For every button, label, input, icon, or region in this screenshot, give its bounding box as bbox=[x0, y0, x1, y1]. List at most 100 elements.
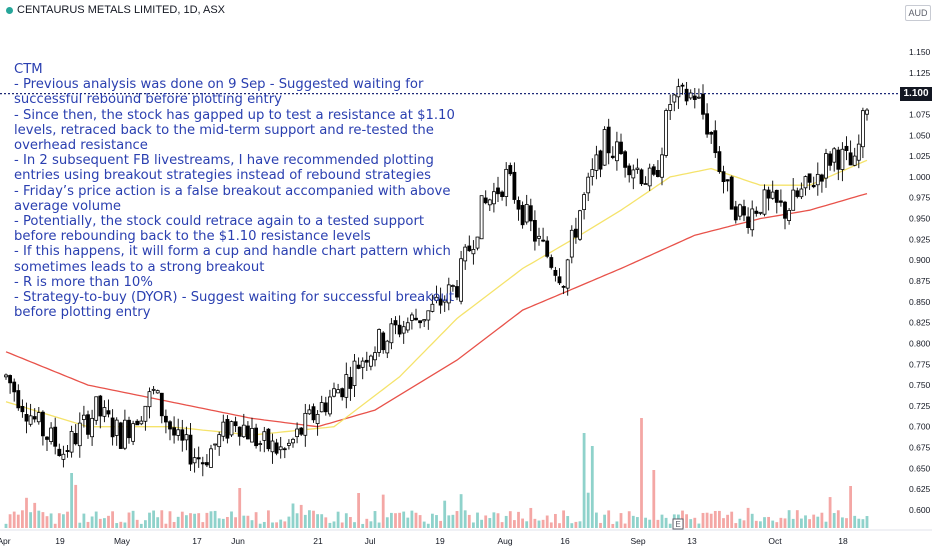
volume-bar bbox=[533, 518, 537, 528]
candle bbox=[430, 294, 435, 313]
candle-down-body bbox=[16, 390, 21, 409]
candle-up-body bbox=[582, 194, 586, 210]
volume-bar bbox=[845, 518, 848, 528]
candle bbox=[463, 244, 468, 270]
candle-up-body bbox=[278, 446, 283, 451]
candle bbox=[86, 410, 90, 439]
candle bbox=[49, 422, 53, 445]
candle-up-body bbox=[463, 246, 468, 262]
volume-bar bbox=[316, 514, 319, 528]
volume-bar bbox=[385, 517, 389, 528]
candle-up-body bbox=[426, 310, 431, 321]
volume-bar bbox=[357, 493, 360, 528]
event-marker[interactable]: E bbox=[672, 518, 684, 530]
volume-bar bbox=[365, 518, 369, 528]
candle-up-body bbox=[852, 155, 857, 166]
candle bbox=[647, 163, 652, 191]
volume-bar bbox=[254, 512, 258, 528]
candle bbox=[569, 225, 574, 264]
volume-bar bbox=[791, 518, 795, 528]
volume-bar bbox=[582, 433, 586, 528]
volume-bar bbox=[660, 514, 664, 528]
price-tick-label: 0.625 bbox=[909, 484, 931, 494]
volume-bar bbox=[328, 522, 332, 528]
volume-bar bbox=[398, 512, 401, 528]
candle-up-body bbox=[815, 173, 820, 186]
candle-down-body bbox=[348, 376, 353, 389]
volume-bar bbox=[599, 522, 602, 528]
candle-up-body bbox=[487, 199, 492, 206]
candle bbox=[98, 394, 103, 429]
price-tick-label: 1.025 bbox=[909, 151, 931, 161]
volume-bar bbox=[554, 513, 557, 528]
candle-down-body bbox=[828, 153, 832, 166]
note-line: - Potentially, the stock could retrace a… bbox=[14, 214, 425, 230]
volume-bar bbox=[332, 521, 336, 528]
volume-bar bbox=[246, 515, 250, 528]
candle bbox=[8, 374, 13, 394]
volume-bar bbox=[156, 517, 160, 528]
volume-bar bbox=[94, 511, 98, 528]
volume-bar bbox=[726, 514, 729, 528]
candle bbox=[824, 148, 828, 188]
volume-bar bbox=[701, 512, 705, 528]
candle-down-body bbox=[684, 88, 689, 102]
candle-down-body bbox=[574, 228, 578, 238]
price-axis[interactable]: 1.150 1.125 1.100 1.075 1.050 1.025 1.000 0.975… bbox=[898, 0, 932, 550]
candle bbox=[491, 182, 496, 213]
candle-down-body bbox=[438, 298, 443, 306]
candle-up-body bbox=[61, 453, 66, 460]
volume-bar bbox=[607, 510, 611, 528]
volume-bar bbox=[279, 519, 283, 528]
candle bbox=[163, 409, 168, 434]
candle bbox=[553, 266, 558, 282]
candle bbox=[496, 176, 500, 203]
candle-down-body bbox=[528, 205, 533, 222]
volume-bar bbox=[750, 513, 754, 528]
time-axis[interactable]: Apr 19 May 17 Jun 21 Jul 19 Aug 16 Sep 13 Oct 18 bbox=[0, 529, 932, 546]
candle bbox=[733, 200, 738, 224]
candle bbox=[12, 378, 17, 402]
volume-bar bbox=[217, 518, 221, 528]
candle-down-body bbox=[340, 388, 345, 398]
candle bbox=[340, 387, 345, 401]
candle bbox=[467, 235, 472, 252]
currency-badge[interactable]: AUD bbox=[905, 5, 931, 21]
candle bbox=[602, 126, 607, 166]
volume-bar bbox=[41, 512, 45, 528]
candle bbox=[688, 89, 693, 100]
candle bbox=[82, 405, 86, 428]
candle-down-body bbox=[237, 426, 242, 437]
candle bbox=[168, 420, 172, 441]
note-line: sometimes leads to a strong breakout bbox=[14, 259, 265, 275]
volume-bar bbox=[402, 511, 406, 528]
volume-bar bbox=[62, 514, 65, 528]
candle bbox=[348, 366, 353, 401]
volume-bar bbox=[90, 516, 94, 528]
volume-bar bbox=[861, 519, 865, 528]
candle-up-body bbox=[635, 167, 640, 170]
candle-down-body bbox=[180, 429, 185, 441]
volume-bar bbox=[836, 510, 840, 528]
note-line: average volume bbox=[14, 198, 122, 214]
time-tick-label: Aug bbox=[497, 536, 512, 546]
volume-bar bbox=[271, 522, 274, 528]
volume-bar bbox=[857, 518, 861, 528]
candle-down-body bbox=[844, 145, 849, 151]
time-tick-label: Sep bbox=[630, 536, 645, 546]
candle-up-body bbox=[799, 188, 804, 198]
volume-bar bbox=[148, 512, 151, 528]
candle-down-body bbox=[73, 433, 78, 445]
volume-bar bbox=[763, 517, 766, 528]
candle bbox=[725, 179, 730, 192]
volume-bar bbox=[570, 523, 574, 528]
volume-bar bbox=[377, 522, 381, 528]
time-tick-label: 13 bbox=[687, 536, 697, 546]
candle-down-body bbox=[545, 240, 550, 257]
candle-up-body bbox=[94, 396, 99, 421]
volume-bar bbox=[406, 517, 410, 528]
price-tick-label: 0.725 bbox=[909, 401, 931, 411]
candle-down-body bbox=[742, 206, 746, 216]
candle bbox=[832, 147, 837, 172]
candle bbox=[143, 405, 148, 431]
